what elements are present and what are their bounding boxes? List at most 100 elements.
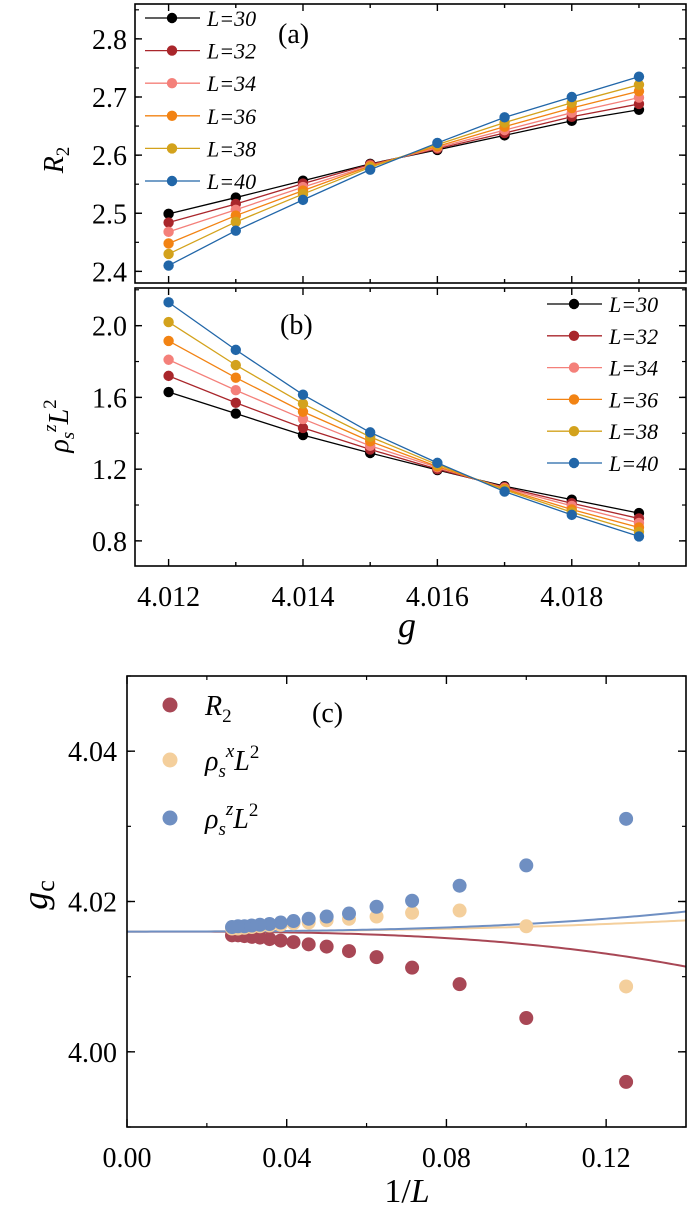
y-tick-label: 4.02 (68, 888, 117, 919)
legend-label: L=34 (608, 356, 658, 381)
data-point (163, 248, 174, 260)
legend-marker (568, 457, 580, 469)
legend-label: L=32 (206, 39, 256, 64)
data-point (230, 408, 241, 419)
x-tick-label: 4.016 (406, 582, 469, 613)
x-axis-label: 1/L (384, 1173, 429, 1210)
legend-label-sub: 2 (222, 706, 232, 727)
panel-c: 4.004.024.040.00 0.04 0.08 0.12(c)gc1/LR2ρs… (15, 675, 687, 1210)
legend-marker (166, 78, 178, 89)
legend-label: L=38 (608, 419, 658, 444)
data-point (297, 429, 309, 441)
y-tick-label: 2.8 (92, 25, 127, 56)
x-tick-label: 0.12 (582, 1143, 631, 1174)
legend-label-tail-sup: 2 (250, 742, 260, 763)
data-point (163, 217, 174, 228)
series-line (168, 76, 640, 267)
data-point (297, 194, 309, 206)
legend-label-tail-sup: 2 (249, 800, 259, 821)
data-point (633, 531, 645, 542)
data-point (566, 91, 577, 103)
legend-label: L=36 (206, 104, 256, 129)
y-axis-label: R2 (39, 147, 74, 175)
legend-label: L=40 (608, 451, 658, 476)
data-point (286, 914, 301, 929)
data-point (342, 906, 357, 921)
fit-curves (127, 910, 686, 968)
legend-label: L=32 (608, 324, 658, 349)
y-axis-label-sub: 2 (53, 147, 74, 157)
data-point (230, 385, 241, 396)
data-point (297, 398, 309, 409)
data-point (301, 911, 316, 926)
series-line (168, 340, 640, 529)
data-point (519, 919, 534, 934)
y-axis-label-main: R (39, 156, 70, 174)
y-axis-label-sub: c (31, 880, 60, 892)
data-point (163, 208, 174, 220)
x-axis-label-num: 1/ (384, 1173, 411, 1210)
series-line (168, 321, 640, 533)
legend-label: ρszL2 (204, 799, 258, 840)
y-axis-label-tail-sup: 2 (40, 399, 61, 409)
legend-label: L=34 (206, 71, 256, 96)
y-tick-label: 4.04 (68, 737, 117, 768)
legend-marker (162, 810, 178, 826)
panel-label: (c) (312, 698, 343, 729)
legend-label: L=40 (206, 169, 256, 194)
data-point (319, 939, 334, 954)
legend-marker (166, 143, 178, 154)
data-point (369, 899, 384, 914)
y-axis-label-tail: L (44, 409, 75, 426)
data-point (230, 225, 241, 236)
panel-a: 2.4 2.5 2.6 2.7 2.8 L=30 L=32 L=34 L=36 L=38 L=40 (… (39, 3, 687, 288)
y-tick-label: 2.0 (92, 312, 127, 343)
series-line (168, 375, 640, 520)
series-line (168, 359, 640, 524)
data-point (369, 950, 384, 965)
data-point (301, 937, 316, 952)
legend-label: L=30 (608, 292, 658, 317)
data-point (619, 811, 634, 826)
fit-curve (127, 919, 686, 933)
data-point (566, 509, 577, 521)
y-tick-label: 0.8 (92, 527, 127, 558)
y-tick-label: 1.2 (92, 455, 127, 486)
data-point (405, 893, 420, 908)
x-tick-label: 4.018 (540, 582, 603, 613)
legend-label-main: R (204, 691, 222, 722)
y-axis-label-sup: z (40, 424, 61, 433)
data-point (519, 1011, 534, 1026)
data-point (432, 457, 443, 469)
legend-label-main: ρ (204, 746, 218, 777)
legend-marker (166, 45, 178, 56)
y-axis-label: ρszL2 (40, 399, 79, 453)
data-point (230, 359, 241, 371)
data-point (163, 370, 174, 382)
data-point (273, 933, 288, 948)
legend-label: ρsxL2 (204, 741, 259, 782)
data-point (163, 316, 174, 328)
y-tick-label: 2.6 (92, 141, 127, 172)
data-point (163, 386, 174, 398)
data-point (163, 354, 174, 365)
x-axis-label: g (398, 605, 416, 645)
data-point (297, 422, 309, 434)
panel-label: (a) (278, 19, 309, 50)
legend-label-main: ρ (204, 804, 218, 835)
y-axis-label: gc (15, 880, 60, 910)
data-point (633, 71, 645, 82)
fit-curve (127, 930, 686, 968)
legend-marker (568, 362, 580, 373)
data-point (297, 413, 309, 425)
x-tick-label: 4.012 (137, 582, 200, 613)
x-tick-label: 0.04 (262, 1143, 311, 1174)
legend-label: L=36 (608, 387, 658, 412)
y-axis-label-main: ρ (44, 439, 75, 453)
data-point (619, 1074, 634, 1089)
data-point (163, 238, 174, 249)
y-tick-label: 4.00 (68, 1038, 117, 1069)
data-point (452, 903, 467, 918)
legend-marker (166, 12, 178, 24)
